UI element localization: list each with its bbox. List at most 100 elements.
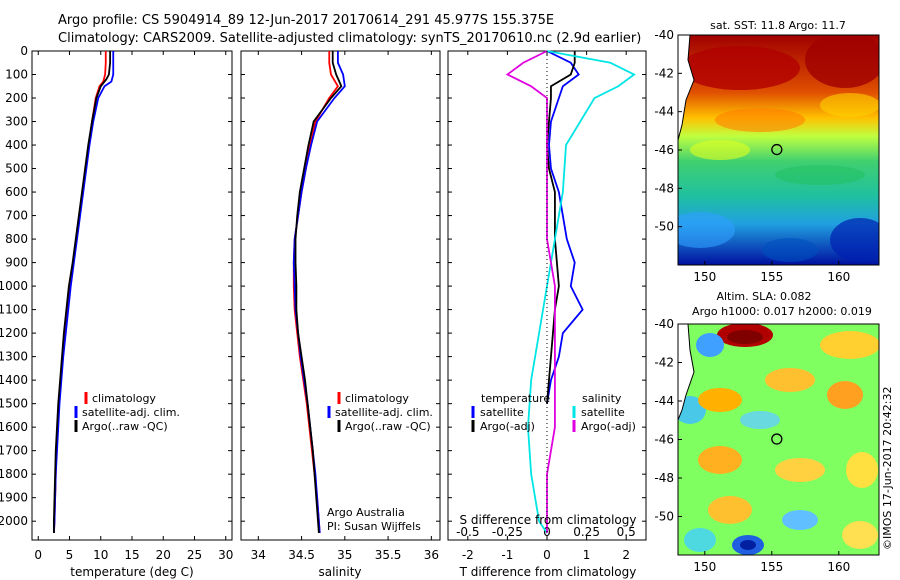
figure-title-line1: Argo profile: CS 5904914_89 12-Jun-2017 … xyxy=(58,13,554,28)
series-line-salinity-satellite xyxy=(527,50,636,534)
legend-label-temp-argo: Argo(-adj) xyxy=(480,420,535,433)
x-tick-label: 0 xyxy=(543,548,551,562)
legend-label-argo: Argo(..raw -QC) xyxy=(82,420,168,433)
x-tick-label: -2 xyxy=(462,548,474,562)
map-x-tick-label: 150 xyxy=(693,270,716,284)
map-x-tick-label: 150 xyxy=(693,560,716,574)
y-tick-label: 1900 xyxy=(0,491,28,505)
y-tick-label: 1400 xyxy=(0,373,28,387)
x-tick-label: 35.5 xyxy=(375,548,402,562)
map-x-tick-label: 160 xyxy=(827,560,850,574)
y-tick-label: 1800 xyxy=(0,467,28,481)
series-line-argo-raw-qc- xyxy=(52,51,112,533)
y-tick-label: 0 xyxy=(20,44,28,58)
x-tick-label: 30 xyxy=(218,548,233,562)
sla-map-title: Altim. SLA: 0.082 xyxy=(716,290,811,303)
argo-position-marker xyxy=(771,433,783,445)
legend-label-climatology: climatology xyxy=(345,392,409,405)
map-y-tick-label: -42 xyxy=(654,66,674,80)
x-tick-label-salinity: -0.5 xyxy=(456,525,479,539)
argo-position-marker xyxy=(771,143,783,156)
map-y-tick-label: -48 xyxy=(654,471,674,485)
x-tick-label: 34.5 xyxy=(288,548,315,562)
map-x-tick-label: 155 xyxy=(760,270,783,284)
figure-title-line2: Climatology: CARS2009. Satellite-adjuste… xyxy=(58,31,641,46)
difference-xlabel-temperature: T difference from climatology xyxy=(459,565,637,579)
legend-label-satellite: satellite-adj. clim. xyxy=(82,406,180,419)
map-y-tick-label: -50 xyxy=(654,510,674,524)
x-tick-label: 10 xyxy=(93,548,108,562)
x-tick-label: 36 xyxy=(424,548,439,562)
legend-label-sal-satellite: satellite xyxy=(581,406,625,419)
sst-map-panel: sat. SST: 11.8 Argo: 11.7 150 155 160 -40 -4… xyxy=(654,19,880,284)
y-tick-label: 600 xyxy=(5,185,28,199)
imos-timestamp: ©IMOS 17-Jun-2017 20:42:32 xyxy=(881,386,894,550)
y-tick-label: 1300 xyxy=(0,350,28,364)
annotation-pi-name: PI: Susan Wijffels xyxy=(327,520,421,533)
annotation-argo-australia: Argo Australia xyxy=(327,506,405,519)
map-x-tick-label: 155 xyxy=(760,560,783,574)
y-tick-label: 400 xyxy=(5,138,28,152)
y-tick-label: 300 xyxy=(5,115,28,129)
y-tick-label: 500 xyxy=(5,162,28,176)
series-line-satellite-adj-clim- xyxy=(52,51,115,533)
legend-title-salinity: salinity xyxy=(582,392,622,405)
temperature-panel: 0 5 10 15 20 25 300100200300400500600700800900… xyxy=(0,44,233,579)
y-tick-label: 2000 xyxy=(0,514,28,528)
salinity-xlabel: salinity xyxy=(318,565,361,579)
map-y-tick-label: -40 xyxy=(654,317,674,331)
map-y-tick-label: -48 xyxy=(654,181,674,195)
salinity-axes-box xyxy=(240,50,441,541)
x-tick-label: -1 xyxy=(501,548,513,562)
x-tick-label-salinity: 0.5 xyxy=(617,525,636,539)
x-tick-label-salinity: 0.25 xyxy=(573,525,600,539)
x-tick-label: 35 xyxy=(337,548,352,562)
y-tick-label: 700 xyxy=(5,209,28,223)
salinity-legend: climatology satellite-adj. clim. Argo(..… xyxy=(327,392,433,433)
map-y-tick-label: -40 xyxy=(654,28,674,42)
legend-label-climatology: climatology xyxy=(92,392,156,405)
x-tick-label-salinity: -0.25 xyxy=(492,525,523,539)
y-tick-label: 1600 xyxy=(0,420,28,434)
legend-label-argo: Argo(..raw -QC) xyxy=(345,420,431,433)
x-tick-label: 15 xyxy=(124,548,139,562)
temperature-legend: climatology satellite-adj. clim. Argo(..… xyxy=(74,392,180,433)
y-tick-label: 1100 xyxy=(0,303,28,317)
x-tick-label: 34 xyxy=(251,548,266,562)
map-y-tick-label: -46 xyxy=(654,143,674,157)
map-y-tick-label: -44 xyxy=(654,105,674,119)
legend-label-temp-satellite: satellite xyxy=(480,406,524,419)
y-tick-label: 1000 xyxy=(0,279,28,293)
map-y-tick-label: -46 xyxy=(654,433,674,447)
y-tick-label: 200 xyxy=(5,91,28,105)
map-y-tick-label: -42 xyxy=(654,356,674,370)
x-tick-label: 25 xyxy=(187,548,202,562)
legend-label-satellite: satellite-adj. clim. xyxy=(335,406,433,419)
sla-map-subtitle: Argo h1000: 0.017 h2000: 0.019 xyxy=(692,305,872,318)
temperature-axes-box xyxy=(31,50,233,541)
difference-legend: temperature salinity satellite Argo(-adj… xyxy=(471,392,636,433)
sla-map-panel: Altim. SLA: 0.082 Argo h1000: 0.017 h200… xyxy=(654,290,880,574)
y-tick-label: 100 xyxy=(5,68,28,82)
x-tick-label: 2 xyxy=(622,548,630,562)
y-tick-label: 900 xyxy=(5,256,28,270)
x-tick-label: 20 xyxy=(156,548,171,562)
y-tick-label: 1200 xyxy=(0,326,28,340)
difference-xlabel-salinity: S difference from climatology xyxy=(460,513,637,527)
temperature-xlabel: temperature (deg C) xyxy=(70,565,193,579)
map-y-tick-label: -44 xyxy=(654,394,674,408)
x-tick-label: 1 xyxy=(583,548,591,562)
series-line-temperature-argo-adj- xyxy=(546,51,576,404)
sst-field xyxy=(678,35,879,265)
salinity-panel: 34 34.5 35 35.5 36 salinity climatology sate… xyxy=(240,50,441,579)
x-tick-label: 0 xyxy=(34,548,42,562)
legend-label-sal-argo: Argo(-adj) xyxy=(581,420,636,433)
sla-field xyxy=(678,324,879,555)
map-x-tick-label: 160 xyxy=(827,270,850,284)
sst-map-title: sat. SST: 11.8 Argo: 11.7 xyxy=(710,19,846,32)
y-tick-label: 1700 xyxy=(0,444,28,458)
series-line-argo-raw-qc- xyxy=(294,51,343,534)
legend-title-temperature: temperature xyxy=(481,392,550,405)
